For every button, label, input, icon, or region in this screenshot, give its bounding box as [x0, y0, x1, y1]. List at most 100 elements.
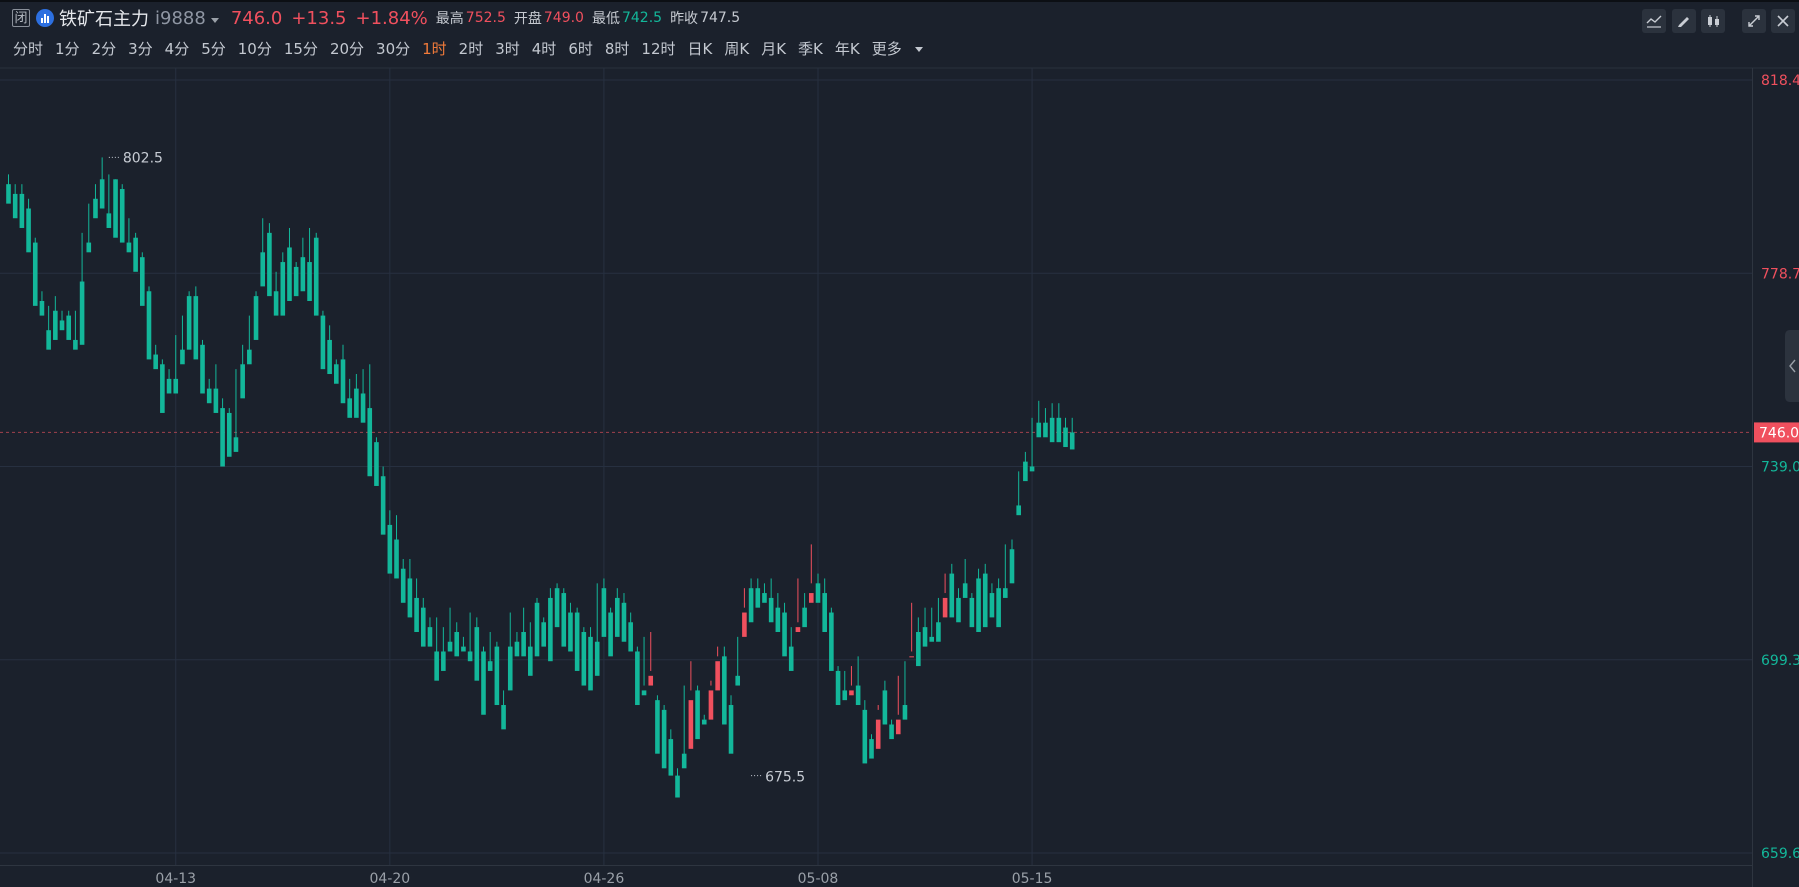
more-caret-icon[interactable] [914, 46, 923, 52]
period-11[interactable]: 2时 [458, 39, 484, 58]
prev-close-value: 747.5 [700, 10, 741, 26]
period-22[interactable]: 更多 [872, 38, 923, 59]
period-10[interactable]: 1时 [422, 39, 447, 58]
candle-body-115 [775, 607, 781, 633]
symbol-dropdown-icon[interactable] [210, 17, 219, 23]
candle-body-29 [200, 344, 205, 394]
candle-body-28 [193, 296, 199, 360]
period-1[interactable]: 1分 [55, 39, 80, 58]
period-14[interactable]: 6时 [568, 39, 593, 58]
candle-body-5 [39, 300, 45, 316]
candle-body-62 [420, 607, 426, 647]
candle-body-15 [106, 213, 112, 228]
candle-body-136 [916, 632, 921, 667]
candle-body-42 [287, 247, 292, 301]
candle-body-59 [400, 568, 406, 603]
candle-body-122 [822, 593, 827, 633]
line-draw-icon[interactable] [1642, 9, 1666, 33]
side-panel-handle[interactable] [1785, 330, 1799, 402]
period-8[interactable]: 20分 [329, 39, 365, 58]
candle-body-56 [380, 476, 386, 535]
period-16[interactable]: 12时 [641, 39, 676, 58]
period-2[interactable]: 2分 [91, 39, 117, 58]
candle-body-71 [481, 651, 486, 715]
candle-body-74 [501, 705, 506, 730]
candle-body-154 [1036, 422, 1042, 438]
period-4[interactable]: 4分 [164, 39, 190, 58]
candle-body-47 [320, 315, 326, 370]
candle-body-44 [300, 257, 306, 292]
candle-body-90 [608, 612, 613, 657]
high-value: 752.5 [465, 10, 506, 26]
pen-icon[interactable] [1672, 9, 1696, 33]
x-tick-label-4: 05-15 [1012, 871, 1053, 887]
period-9[interactable]: 30分 [376, 39, 411, 58]
candle-body-109 [735, 675, 741, 686]
candle-body-158 [1063, 427, 1068, 448]
candle-body-51 [347, 398, 352, 418]
candle-body-1 [12, 193, 18, 219]
candle-body-11 [79, 281, 85, 345]
candle-body-156 [1049, 417, 1055, 443]
close-window-box[interactable]: 闭 [12, 9, 30, 27]
symbol-name[interactable]: 铁矿石主力 [59, 9, 149, 30]
period-3[interactable]: 3分 [128, 39, 153, 58]
symbol-code[interactable]: i9888 [155, 7, 206, 29]
candle-body-57 [387, 524, 393, 574]
candle-body-20 [140, 257, 145, 306]
candle-body-38 [260, 252, 266, 287]
candle-body-39 [267, 232, 272, 297]
candle-body-84 [568, 612, 573, 652]
candle-body-145 [976, 578, 981, 633]
candle-body-30 [206, 388, 212, 404]
candle-body-128 [862, 709, 868, 764]
candle-body-118 [795, 627, 801, 633]
candle-body-129 [869, 739, 874, 759]
candle-body-96 [648, 675, 654, 686]
period-13[interactable]: 4时 [531, 39, 557, 58]
candle-body-131 [882, 690, 888, 725]
close-icon[interactable] [1771, 9, 1795, 33]
period-5[interactable]: 5分 [201, 39, 226, 58]
price-change: +13.5 [291, 7, 347, 29]
candle-body-141 [949, 573, 955, 618]
candle-body-108 [728, 705, 734, 754]
x-tick-label-3: 05-08 [798, 871, 839, 887]
candle-body-104 [701, 719, 707, 725]
candle-body-135 [909, 656, 914, 658]
period-12[interactable]: 3时 [495, 39, 520, 58]
candle-body-98 [661, 709, 667, 769]
minimize-icon[interactable] [1742, 9, 1766, 33]
candle-body-73 [494, 646, 500, 706]
candle-body-69 [467, 651, 473, 662]
period-20[interactable]: 季K [798, 39, 823, 58]
chevron-left-icon[interactable] [1789, 359, 1796, 373]
candle-body-101 [681, 753, 687, 769]
period-18[interactable]: 周K [724, 39, 750, 58]
period-0[interactable]: 分时 [13, 39, 44, 58]
candle-body-116 [782, 612, 787, 657]
y-tick-label-4: 659.6 [1761, 846, 1799, 862]
open-value: 749.0 [543, 10, 584, 26]
candle-body-12 [86, 242, 92, 253]
candle-settings-icon[interactable] [1701, 9, 1725, 33]
period-17[interactable]: 日K [687, 39, 713, 58]
period-21[interactable]: 年K [834, 39, 860, 58]
period-19[interactable]: 月K [761, 39, 787, 58]
candle-body-22 [153, 354, 158, 370]
candle-body-143 [962, 583, 968, 598]
period-15[interactable]: 8时 [604, 39, 630, 58]
candle-body-4 [32, 242, 38, 306]
candle-body-21 [146, 291, 152, 360]
low-label: 最低 [591, 11, 620, 27]
candle-body-92 [621, 602, 627, 642]
candle-body-37 [253, 296, 259, 340]
period-6[interactable]: 10分 [237, 39, 272, 58]
candle-body-103 [695, 690, 700, 740]
candle-body-121 [815, 583, 821, 603]
period-7[interactable]: 15分 [283, 39, 318, 58]
candle-body-13 [93, 198, 98, 219]
candle-body-155 [1043, 422, 1048, 438]
candle-body-7 [53, 310, 58, 340]
